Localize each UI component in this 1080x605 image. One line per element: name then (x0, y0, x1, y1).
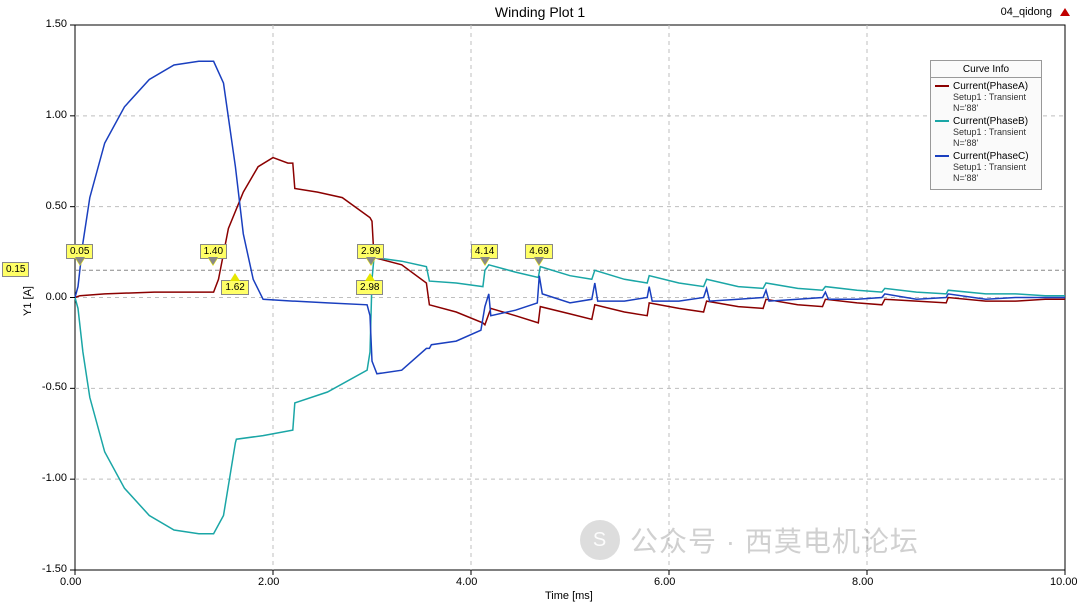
legend-item[interactable]: Current(PhaseC)Setup1 : TransientN='88' (931, 150, 1041, 185)
y-tick-label: 0.50 (46, 200, 67, 212)
legend-swatch-icon (935, 120, 949, 122)
x-marker[interactable]: 1.40 (200, 244, 227, 259)
y-tick-label: -1.50 (42, 563, 67, 575)
y-axis-title: Y1 [A] (22, 286, 34, 316)
legend-item[interactable]: Current(PhaseA)Setup1 : TransientN='88' (931, 80, 1041, 115)
watermark-icon: S (580, 520, 620, 560)
watermark: S 公众号 · 西莫电机论坛 (580, 520, 919, 560)
chart-container: Winding Plot 1 04_qidong 0.15 Y1 [A] Tim… (0, 0, 1080, 605)
x-marker[interactable]: 0.05 (66, 244, 93, 259)
watermark-text: 公众号 · 西莫电机论坛 (630, 520, 919, 560)
legend-item[interactable]: Current(PhaseB)Setup1 : TransientN='88' (931, 115, 1041, 150)
y-tick-label: 0.00 (46, 291, 67, 303)
x-tick-label: 6.00 (654, 576, 675, 588)
x-marker[interactable]: 2.99 (357, 244, 384, 259)
x-axis-title: Time [ms] (545, 590, 593, 602)
legend-text: Current(PhaseC)Setup1 : TransientN='88' (953, 151, 1029, 184)
legend-text: Current(PhaseB)Setup1 : TransientN='88' (953, 116, 1028, 149)
x-tick-label: 0.00 (60, 576, 81, 588)
legend[interactable]: Curve Info Current(PhaseA)Setup1 : Trans… (930, 60, 1042, 190)
y-tick-label: -1.00 (42, 472, 67, 484)
legend-text: Current(PhaseA)Setup1 : TransientN='88' (953, 81, 1028, 114)
x-tick-label: 2.00 (258, 576, 279, 588)
legend-swatch-icon (935, 155, 949, 157)
legend-swatch-icon (935, 85, 949, 87)
x-marker[interactable]: 4.14 (471, 244, 498, 259)
x-tick-label: 8.00 (852, 576, 873, 588)
x-marker[interactable]: 1.62 (221, 280, 248, 295)
y-tick-label: 1.00 (46, 109, 67, 121)
x-tick-label: 4.00 (456, 576, 477, 588)
x-marker[interactable]: 2.98 (356, 280, 383, 295)
x-tick-label: 10.00 (1050, 576, 1078, 588)
legend-title: Curve Info (931, 63, 1041, 78)
y-tick-label: -0.50 (42, 381, 67, 393)
y-tick-label: 1.50 (46, 18, 67, 30)
x-marker[interactable]: 4.69 (525, 244, 552, 259)
plot-svg (0, 0, 1080, 605)
